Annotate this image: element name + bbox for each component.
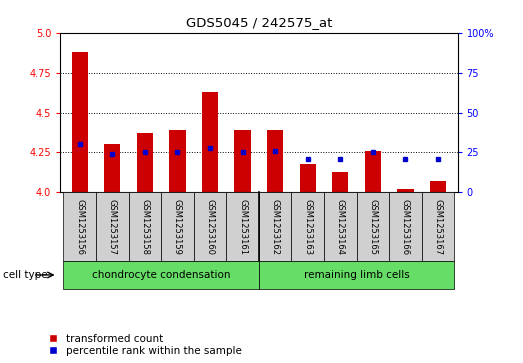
Bar [365,151,381,192]
Text: chondrocyte condensation: chondrocyte condensation [92,270,231,280]
Bar [226,192,259,261]
Text: cell type: cell type [3,270,47,280]
Bar [72,52,88,192]
Bar [194,192,226,261]
Text: GSM1253163: GSM1253163 [303,199,312,255]
Bar [259,192,291,261]
Bar [63,261,259,289]
Text: GSM1253164: GSM1253164 [336,199,345,255]
Bar [129,192,161,261]
Text: GSM1253157: GSM1253157 [108,199,117,255]
Bar [397,189,414,192]
Text: GSM1253156: GSM1253156 [75,199,84,255]
Bar [169,130,186,192]
Text: GSM1253162: GSM1253162 [271,199,280,255]
Bar [357,192,389,261]
Legend: transformed count, percentile rank within the sample: transformed count, percentile rank withi… [47,331,244,358]
Text: remaining limb cells: remaining limb cells [304,270,410,280]
Bar [63,192,96,261]
Text: GSM1253161: GSM1253161 [238,199,247,255]
Bar [202,92,218,192]
Bar [137,133,153,192]
Bar [332,172,348,192]
Text: GSM1253158: GSM1253158 [140,199,150,255]
Text: GSM1253166: GSM1253166 [401,199,410,255]
Bar [291,192,324,261]
Bar [234,130,251,192]
Bar [300,164,316,192]
Text: GSM1253160: GSM1253160 [206,199,214,255]
Bar [96,192,129,261]
Bar [267,130,283,192]
Bar [259,261,454,289]
Bar [389,192,422,261]
Bar [161,192,194,261]
Text: GSM1253165: GSM1253165 [368,199,378,255]
Bar [104,144,120,192]
Text: GSM1253159: GSM1253159 [173,199,182,255]
Bar [430,181,446,192]
Bar [324,192,357,261]
Text: GSM1253167: GSM1253167 [434,199,442,255]
Text: GDS5045 / 242575_at: GDS5045 / 242575_at [186,16,332,29]
Bar [422,192,454,261]
